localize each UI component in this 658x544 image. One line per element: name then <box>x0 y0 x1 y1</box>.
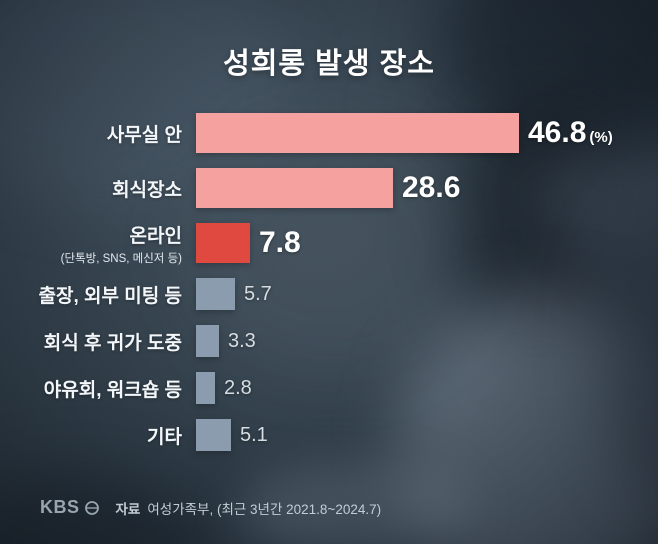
category-label: 사무실 안 <box>30 113 196 153</box>
kbs-logo-text: KBS <box>40 497 80 517</box>
bar-5 <box>196 372 215 404</box>
bar-value: 2.8 <box>224 376 252 399</box>
bar-value: 3.3 <box>228 329 256 352</box>
category-label: 기타 <box>30 419 196 451</box>
category-label: 회식 후 귀가 도중 <box>30 325 196 357</box>
bar-value: 5.7 <box>244 282 272 305</box>
category-label-text: 사무실 안 <box>106 124 182 146</box>
category-label-text: 야유회, 워크숍 등 <box>43 379 182 401</box>
bar-area: 2.8 <box>196 372 630 404</box>
category-sublabel: (단톡방, SNS, 메신저 등) <box>60 252 182 265</box>
bar-value: 28.6 <box>402 171 461 204</box>
bar-value: 46.8 (%) <box>528 116 613 149</box>
bar-area: 5.1 <box>196 419 630 451</box>
bar-6 <box>196 419 231 451</box>
chart-row-4: 회식 후 귀가 도중 3.3 <box>30 325 630 357</box>
unit-suffix: (%) <box>589 129 613 146</box>
bar-area: 5.7 <box>196 278 630 310</box>
bar-value: 7.8 <box>259 226 301 259</box>
bar-2 <box>196 223 250 263</box>
category-label: 출장, 외부 미팅 등 <box>30 278 196 310</box>
source-footer: KBS 자료 여성가족부, (최근 3년간 2021.8~2024.7) <box>40 497 381 518</box>
chart-row-1: 회식장소 28.6 <box>30 168 630 208</box>
source-text: 자료 여성가족부, (최근 3년간 2021.8~2024.7) <box>116 498 382 518</box>
category-label-text: 온라인 <box>129 225 182 247</box>
bar-3 <box>196 278 235 310</box>
globe-icon <box>84 500 99 515</box>
bar-0 <box>196 113 519 153</box>
bar-area: 46.8 (%) <box>196 113 630 153</box>
chart-row-2: 온라인 (단톡방, SNS, 메신저 등) 7.8 <box>30 223 630 265</box>
chart-rows: 사무실 안 46.8 (%) 회식장소 28.6 온라인 (단톡방, SNS, 메신저 등)… <box>30 113 630 451</box>
bar-area: 7.8 <box>196 223 630 263</box>
kbs-logo: KBS <box>40 497 100 518</box>
chart-row-5: 야유회, 워크숍 등 2.8 <box>30 372 630 404</box>
category-label: 온라인 (단톡방, SNS, 메신저 등) <box>30 223 196 265</box>
category-label: 회식장소 <box>30 168 196 208</box>
chart-title: 성희롱 발생 장소 <box>223 48 435 80</box>
category-label-text: 출장, 외부 미팅 등 <box>38 285 182 307</box>
chart-row-3: 출장, 외부 미팅 등 5.7 <box>30 278 630 310</box>
chart-row-6: 기타 5.1 <box>30 419 630 451</box>
category-label-text: 회식장소 <box>112 179 182 201</box>
category-label: 야유회, 워크숍 등 <box>30 372 196 404</box>
category-label-text: 회식 후 귀가 도중 <box>43 332 182 354</box>
bar-value: 5.1 <box>240 423 268 446</box>
bar-area: 3.3 <box>196 325 630 357</box>
bar-1 <box>196 168 393 208</box>
bar-area: 28.6 <box>196 168 630 208</box>
bar-4 <box>196 325 219 357</box>
category-label-text: 기타 <box>147 426 182 448</box>
chart-row-0: 사무실 안 46.8 (%) <box>30 113 630 153</box>
source-label: 자료 <box>115 501 141 517</box>
source-body: 여성가족부, (최근 3년간 2021.8~2024.7) <box>147 501 382 517</box>
